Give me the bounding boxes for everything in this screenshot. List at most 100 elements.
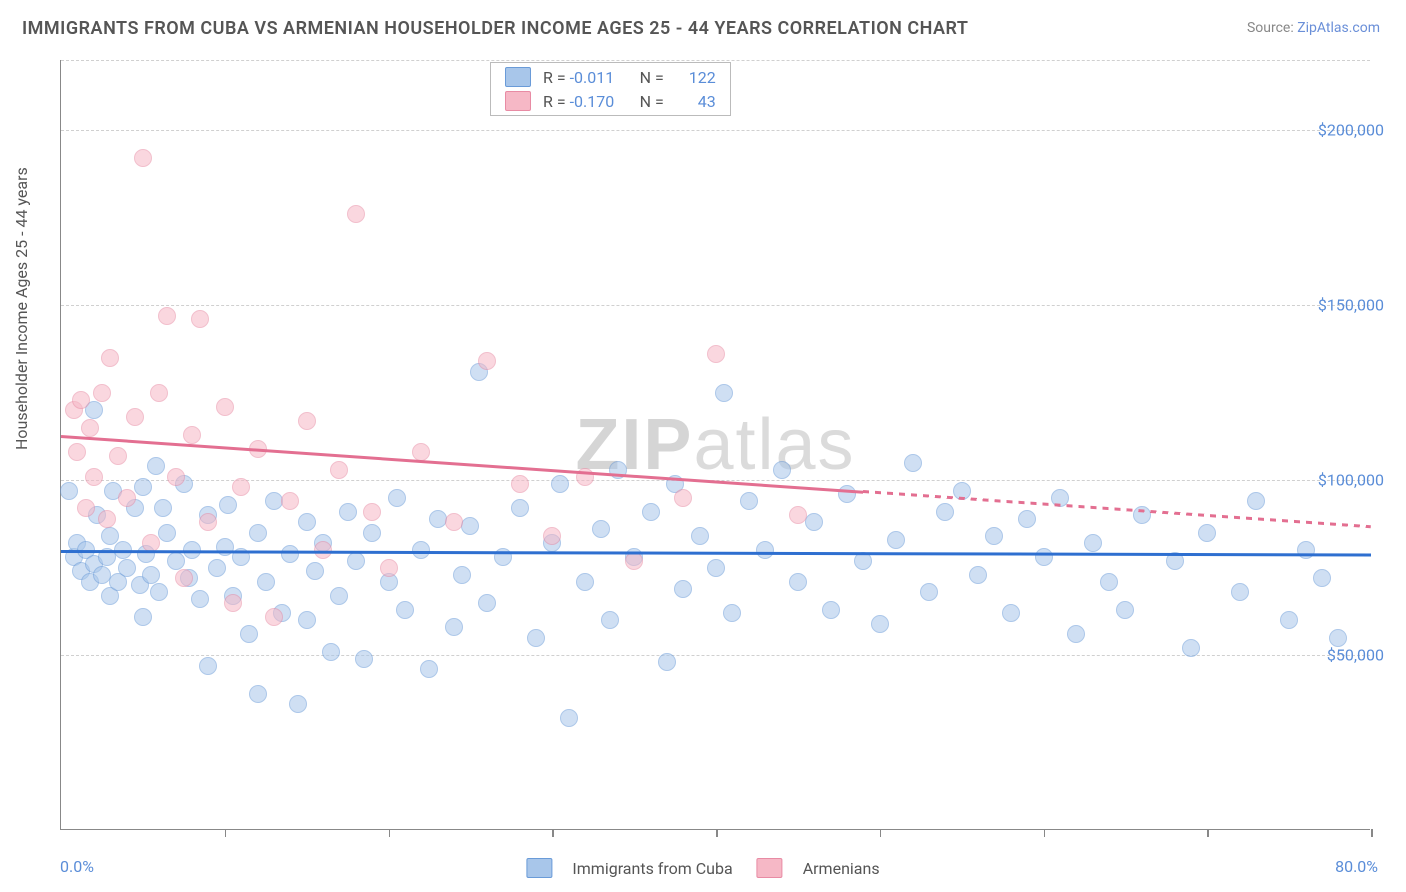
data-point-cuba xyxy=(158,524,176,542)
data-point-cuba xyxy=(707,559,725,577)
gridline xyxy=(61,60,1370,61)
data-point-cuba xyxy=(1002,604,1020,622)
x-tick xyxy=(1207,829,1209,837)
data-point-armenians xyxy=(126,408,144,426)
data-point-cuba xyxy=(1035,548,1053,566)
data-point-cuba xyxy=(388,489,406,507)
gridline xyxy=(61,305,1370,306)
data-point-cuba xyxy=(420,660,438,678)
data-point-cuba xyxy=(642,503,660,521)
data-point-cuba xyxy=(871,615,889,633)
data-point-armenians xyxy=(101,349,119,367)
legend-row-armenians: R = -0.170 N = 43 xyxy=(491,89,730,113)
data-point-cuba xyxy=(773,461,791,479)
swatch-cuba xyxy=(505,67,531,87)
data-point-armenians xyxy=(789,506,807,524)
data-point-armenians xyxy=(445,513,463,531)
data-point-cuba xyxy=(396,601,414,619)
y-axis-label: Householder Income Ages 25 - 44 years xyxy=(12,167,31,450)
data-point-cuba xyxy=(298,513,316,531)
data-point-armenians xyxy=(175,569,193,587)
data-point-cuba xyxy=(551,475,569,493)
data-point-armenians xyxy=(98,510,116,528)
data-point-cuba xyxy=(306,562,324,580)
data-point-cuba xyxy=(154,499,172,517)
data-point-cuba xyxy=(147,457,165,475)
gridline xyxy=(61,130,1370,131)
data-point-cuba xyxy=(191,590,209,608)
data-point-armenians xyxy=(216,398,234,416)
x-tick xyxy=(225,829,227,837)
data-point-cuba xyxy=(347,552,365,570)
source-attribution: Source: ZipAtlas.com xyxy=(1247,20,1380,36)
data-point-cuba xyxy=(805,513,823,531)
data-point-cuba xyxy=(740,492,758,510)
data-point-cuba xyxy=(822,601,840,619)
data-point-cuba xyxy=(478,594,496,612)
data-point-cuba xyxy=(985,527,1003,545)
data-point-armenians xyxy=(232,478,250,496)
n-label: N = xyxy=(640,92,664,111)
data-point-cuba xyxy=(756,541,774,559)
data-point-cuba xyxy=(265,492,283,510)
data-point-cuba xyxy=(560,709,578,727)
data-point-armenians xyxy=(380,559,398,577)
data-point-cuba xyxy=(920,583,938,601)
swatch-armenians xyxy=(505,91,531,111)
data-point-armenians xyxy=(707,345,725,363)
legend-row-cuba: R = -0.011 N = 122 xyxy=(491,65,730,89)
data-point-cuba xyxy=(257,573,275,591)
n-value-armenians: 43 xyxy=(676,92,716,111)
data-point-cuba xyxy=(208,559,226,577)
data-point-armenians xyxy=(224,594,242,612)
data-point-cuba xyxy=(1247,492,1265,510)
data-point-cuba xyxy=(249,685,267,703)
data-point-cuba xyxy=(134,608,152,626)
legend-item-cuba: Immigrants from Cuba xyxy=(526,858,732,878)
data-point-cuba xyxy=(674,580,692,598)
n-value-cuba: 122 xyxy=(676,68,716,87)
x-max-label: 80.0% xyxy=(1335,857,1378,876)
r-label: R = xyxy=(543,92,566,111)
data-point-cuba xyxy=(134,478,152,496)
data-point-cuba xyxy=(249,524,267,542)
legend-item-armenians: Armenians xyxy=(757,858,880,878)
data-point-armenians xyxy=(199,513,217,531)
data-point-cuba xyxy=(838,485,856,503)
x-tick xyxy=(552,829,554,837)
data-point-armenians xyxy=(478,352,496,370)
legend-label-cuba: Immigrants from Cuba xyxy=(572,859,732,878)
data-point-cuba xyxy=(1231,583,1249,601)
x-tick xyxy=(1371,829,1373,837)
data-point-cuba xyxy=(1280,611,1298,629)
data-point-cuba xyxy=(199,657,217,675)
data-point-cuba xyxy=(322,643,340,661)
data-point-cuba xyxy=(789,573,807,591)
data-point-cuba xyxy=(576,573,594,591)
r-value-armenians: -0.170 xyxy=(570,92,640,111)
data-point-cuba xyxy=(723,604,741,622)
data-point-cuba xyxy=(60,482,78,500)
data-point-cuba xyxy=(936,503,954,521)
y-tick-label: $50,000 xyxy=(1327,646,1384,665)
data-point-armenians xyxy=(134,149,152,167)
data-point-cuba xyxy=(93,566,111,584)
data-point-cuba xyxy=(1182,639,1200,657)
gridline xyxy=(61,655,1370,656)
data-point-cuba xyxy=(1116,601,1134,619)
data-point-armenians xyxy=(158,307,176,325)
source-label: Source: xyxy=(1247,20,1297,36)
data-point-cuba xyxy=(363,524,381,542)
data-point-armenians xyxy=(167,468,185,486)
data-point-cuba xyxy=(150,583,168,601)
data-point-armenians xyxy=(68,443,86,461)
data-point-cuba xyxy=(527,629,545,647)
data-point-armenians xyxy=(330,461,348,479)
data-point-armenians xyxy=(298,412,316,430)
data-point-cuba xyxy=(592,520,610,538)
data-point-armenians xyxy=(347,205,365,223)
data-point-cuba xyxy=(1198,524,1216,542)
source-link[interactable]: ZipAtlas.com xyxy=(1297,20,1380,36)
swatch-cuba xyxy=(526,858,552,878)
bottom-legend: Immigrants from Cuba Armenians xyxy=(526,858,879,878)
